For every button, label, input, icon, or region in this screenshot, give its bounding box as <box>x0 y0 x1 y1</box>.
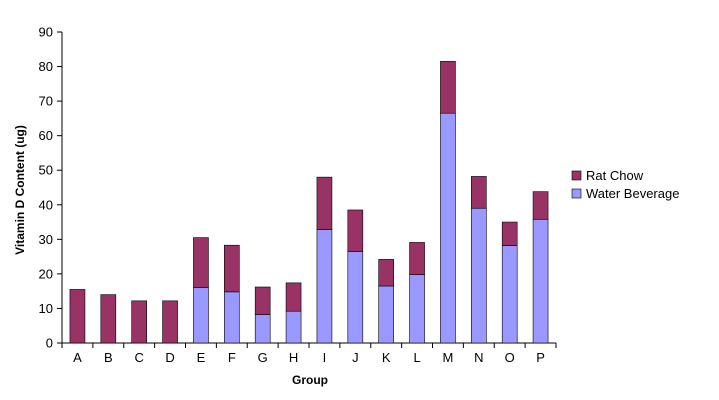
x-tick-label: H <box>289 350 298 365</box>
bar-water-beverage-j <box>347 251 364 344</box>
x-tick-label: B <box>104 350 113 365</box>
bar-rat-chow-n <box>471 176 487 209</box>
bar-water-beverage-h <box>285 310 302 344</box>
x-tick-label: P <box>536 350 545 365</box>
bar-rat-chow-o <box>501 221 518 246</box>
x-tick-label: A <box>73 350 82 365</box>
x-tick-label: E <box>197 350 206 365</box>
y-tick-label: 10 <box>39 301 53 316</box>
x-tick-label: N <box>474 350 483 365</box>
bar-rat-chow-k <box>378 259 394 287</box>
x-axis-title: Group <box>292 373 328 387</box>
bar-water-beverage-i <box>316 229 333 344</box>
bar-water-beverage-l <box>409 274 425 344</box>
legend-swatch-water-beverage <box>571 188 582 199</box>
bar-water-beverage-m <box>440 112 456 344</box>
bar-rat-chow-j <box>347 209 364 252</box>
legend-label-rat-chow: Rat Chow <box>586 168 644 183</box>
x-tick-label: I <box>323 350 327 365</box>
plot-area: 0 10 20 30 40 50 60 70 80 90 A B C D E F G H I J K L M N O P <box>39 25 557 365</box>
y-axis-title: Vitamin D Content (ug) <box>13 125 27 255</box>
x-tick-label: M <box>443 350 454 365</box>
y-tick-label: 60 <box>39 128 53 143</box>
y-tick-label: 20 <box>39 266 53 281</box>
y-tick-label: 30 <box>39 232 53 247</box>
x-tick-label: L <box>413 350 420 365</box>
bar-rat-chow-p <box>532 191 549 220</box>
bar-rat-chow-i <box>316 176 333 230</box>
legend: Rat Chow Water Beverage <box>571 168 679 201</box>
bar-rat-chow-a <box>69 289 86 344</box>
bar-water-beverage-o <box>501 245 518 344</box>
y-tick-label: 40 <box>39 197 53 212</box>
bar-water-beverage-e <box>193 287 209 344</box>
legend-label-water-beverage: Water Beverage <box>586 186 679 201</box>
legend-swatch-rat-chow <box>571 170 582 181</box>
bar-rat-chow-c <box>131 300 147 344</box>
bar-water-beverage-g <box>254 314 271 344</box>
x-tick-label: K <box>382 350 391 365</box>
x-tick-label: D <box>165 350 174 365</box>
y-tick-label: 0 <box>46 336 53 351</box>
y-tick-label: 80 <box>39 59 53 74</box>
y-tick-label: 90 <box>39 25 53 40</box>
y-tick-label: 50 <box>39 163 53 178</box>
bar-rat-chow-g <box>254 286 271 315</box>
y-tick-label: 70 <box>39 94 53 109</box>
x-tick-label: G <box>258 350 268 365</box>
bar-water-beverage-k <box>378 285 394 344</box>
x-tick-label: C <box>134 350 143 365</box>
bar-rat-chow-m <box>440 61 456 114</box>
bar-water-beverage-f <box>224 291 240 344</box>
bar-water-beverage-n <box>471 207 487 344</box>
bar-rat-chow-l <box>409 242 425 275</box>
x-tick-label: J <box>352 350 359 365</box>
bar-water-beverage-p <box>532 218 549 344</box>
bar-rat-chow-e <box>193 237 209 289</box>
bar-rat-chow-d <box>162 300 178 344</box>
x-tick-label: O <box>505 350 515 365</box>
bar-rat-chow-f <box>224 244 240 293</box>
x-tick-label: F <box>228 350 236 365</box>
bar-rat-chow-b <box>100 294 117 344</box>
bar-rat-chow-h <box>285 282 302 312</box>
